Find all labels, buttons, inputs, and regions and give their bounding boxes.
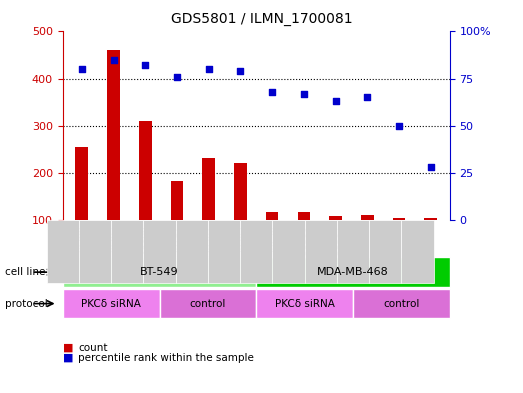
Bar bbox=[393, 218, 405, 267]
Text: MDA-MB-468: MDA-MB-468 bbox=[317, 267, 389, 277]
Bar bbox=[107, 50, 120, 267]
Point bbox=[427, 164, 435, 171]
Bar bbox=[424, 218, 437, 267]
Text: GDS5801 / ILMN_1700081: GDS5801 / ILMN_1700081 bbox=[170, 12, 353, 26]
Text: control: control bbox=[383, 299, 419, 309]
Text: PKCδ siRNA: PKCδ siRNA bbox=[81, 299, 141, 309]
Point bbox=[395, 123, 403, 129]
Bar bbox=[329, 216, 342, 267]
Point bbox=[268, 89, 276, 95]
Point bbox=[363, 94, 371, 101]
Bar bbox=[361, 215, 373, 267]
Point bbox=[236, 68, 245, 74]
Point bbox=[332, 98, 340, 105]
Bar bbox=[266, 211, 278, 267]
Text: cell line: cell line bbox=[5, 267, 46, 277]
Bar bbox=[298, 211, 310, 267]
Bar bbox=[75, 147, 88, 267]
Point bbox=[204, 66, 213, 72]
Text: protocol: protocol bbox=[5, 299, 48, 309]
Text: ■: ■ bbox=[63, 343, 73, 353]
Point bbox=[141, 62, 150, 68]
Text: ■: ■ bbox=[63, 353, 73, 363]
Bar bbox=[170, 181, 183, 267]
Text: PKCδ siRNA: PKCδ siRNA bbox=[275, 299, 335, 309]
Bar bbox=[234, 163, 247, 267]
Point bbox=[109, 57, 118, 63]
Point bbox=[77, 66, 86, 72]
Text: count: count bbox=[78, 343, 108, 353]
Point bbox=[300, 90, 308, 97]
Text: control: control bbox=[190, 299, 226, 309]
Text: percentile rank within the sample: percentile rank within the sample bbox=[78, 353, 254, 363]
Text: BT-549: BT-549 bbox=[140, 267, 179, 277]
Bar bbox=[139, 121, 152, 267]
Bar bbox=[202, 158, 215, 267]
Point bbox=[173, 73, 181, 80]
